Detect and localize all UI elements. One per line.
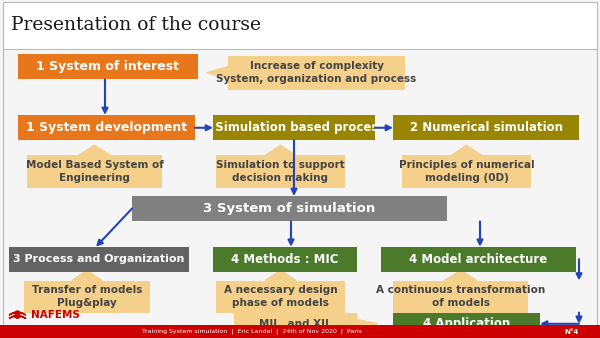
Text: MIL, and XIL: MIL, and XIL <box>259 319 332 329</box>
FancyBboxPatch shape <box>24 281 150 313</box>
FancyBboxPatch shape <box>9 247 189 272</box>
Text: Increase of complexity
System, organization and process: Increase of complexity System, organizat… <box>217 62 416 84</box>
Text: Transfer of models
Plug&play: Transfer of models Plug&play <box>32 285 142 308</box>
FancyBboxPatch shape <box>213 115 375 140</box>
Polygon shape <box>357 320 378 328</box>
FancyBboxPatch shape <box>213 247 357 272</box>
FancyBboxPatch shape <box>0 325 600 338</box>
Text: Simulation to support
decision making: Simulation to support decision making <box>216 160 345 183</box>
Text: A necessary design
phase of models: A necessary design phase of models <box>224 285 337 308</box>
Text: 2 Numerical simulation: 2 Numerical simulation <box>410 121 563 134</box>
Polygon shape <box>9 311 26 315</box>
Text: N°4: N°4 <box>565 329 579 335</box>
Polygon shape <box>265 145 296 155</box>
FancyBboxPatch shape <box>393 313 540 335</box>
Text: 4 Methods : MIC: 4 Methods : MIC <box>231 253 339 266</box>
Text: 1 System of interest: 1 System of interest <box>37 60 179 73</box>
Text: A continuous transformation
of models: A continuous transformation of models <box>376 285 545 308</box>
FancyBboxPatch shape <box>216 155 345 188</box>
Text: NAFEMS: NAFEMS <box>31 310 79 320</box>
Polygon shape <box>72 270 102 281</box>
Text: 3 System of simulation: 3 System of simulation <box>203 202 376 215</box>
FancyBboxPatch shape <box>234 313 357 335</box>
Text: 2 Simulation based process: 2 Simulation based process <box>203 121 385 134</box>
FancyBboxPatch shape <box>27 155 162 188</box>
Polygon shape <box>9 314 26 318</box>
Text: 3 Process and Organization: 3 Process and Organization <box>13 255 185 264</box>
FancyBboxPatch shape <box>18 54 198 79</box>
Polygon shape <box>451 145 482 155</box>
Text: Principles of numerical
modeling (0D): Principles of numerical modeling (0D) <box>398 160 535 183</box>
FancyBboxPatch shape <box>381 247 576 272</box>
FancyBboxPatch shape <box>3 2 597 49</box>
FancyBboxPatch shape <box>132 196 447 221</box>
Text: Presentation of the course: Presentation of the course <box>11 16 261 34</box>
FancyBboxPatch shape <box>216 281 345 313</box>
Text: Training System simulation  |  Eric Landel  |  24th of Nov 2020  |  Paris: Training System simulation | Eric Landel… <box>142 329 362 334</box>
Text: 4 Model architecture: 4 Model architecture <box>409 253 548 266</box>
Polygon shape <box>444 270 477 281</box>
Polygon shape <box>265 270 296 281</box>
FancyBboxPatch shape <box>393 115 579 140</box>
Text: Model Based System of
Engineering: Model Based System of Engineering <box>26 160 163 183</box>
FancyBboxPatch shape <box>402 155 531 188</box>
FancyBboxPatch shape <box>393 281 528 313</box>
Text: 4 Application: 4 Application <box>423 317 510 330</box>
FancyBboxPatch shape <box>18 115 195 140</box>
Text: 1 System development: 1 System development <box>26 121 187 134</box>
FancyBboxPatch shape <box>228 56 405 90</box>
Polygon shape <box>207 67 228 79</box>
Polygon shape <box>78 145 111 155</box>
